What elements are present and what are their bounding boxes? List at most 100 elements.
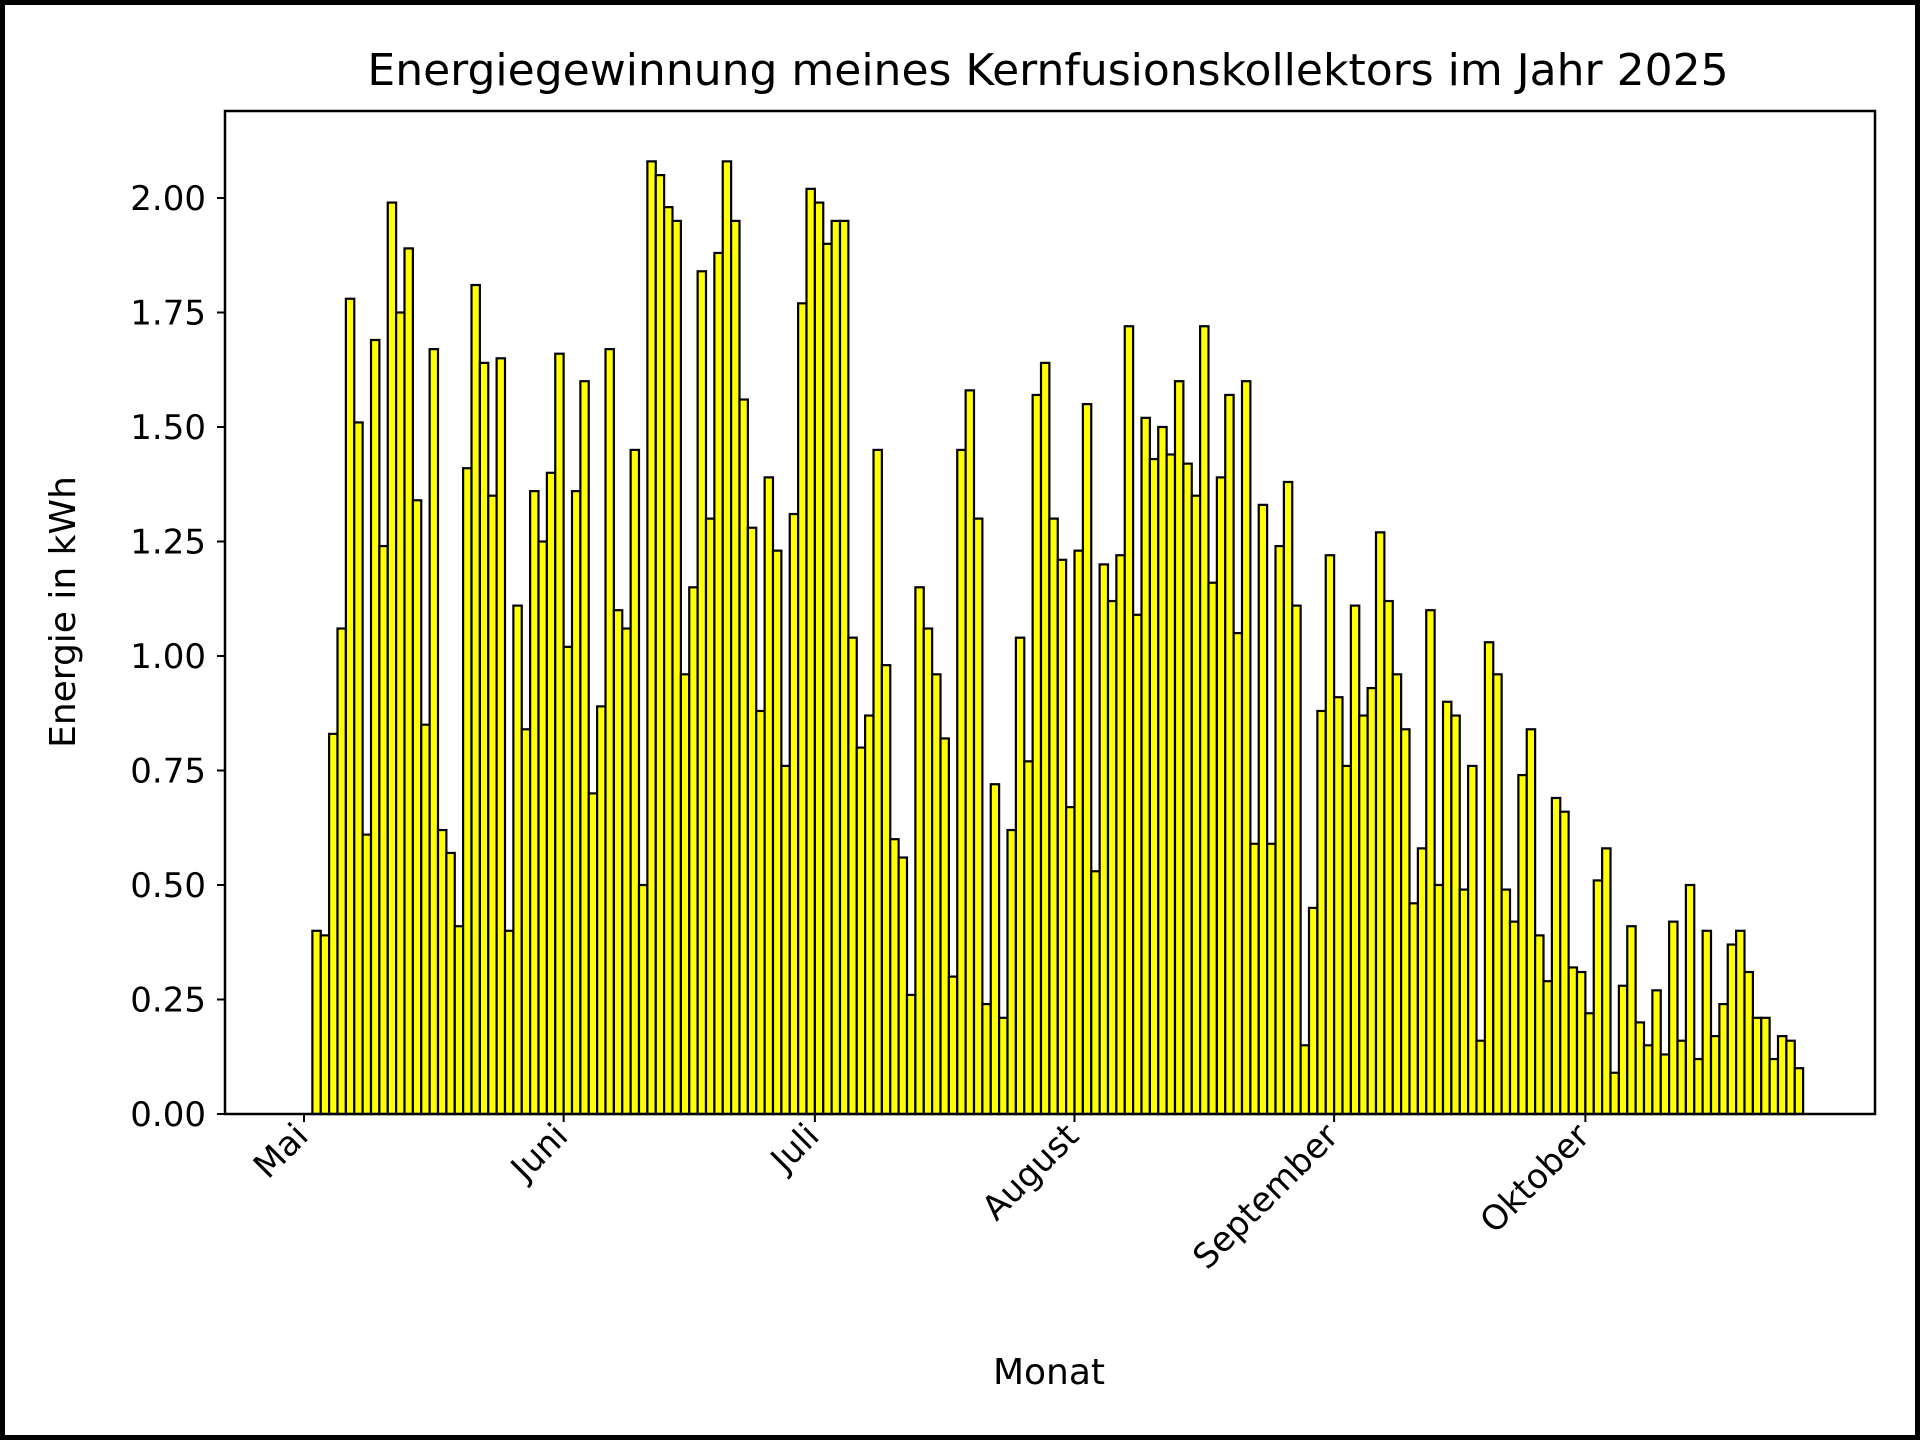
bar-2025-06-24 [755, 709, 766, 1116]
bar-2025-09-02 [1341, 764, 1352, 1116]
bar-2025-09-11 [1416, 847, 1428, 1116]
bar-2025-08-29 [1307, 906, 1319, 1116]
bar-2025-05-27 [520, 728, 532, 1116]
bar-2025-10-21 [1751, 1016, 1763, 1116]
x-tick-label: September [1185, 1116, 1346, 1277]
bar-2025-09-13 [1433, 883, 1445, 1116]
plot-frame [223, 109, 1877, 1116]
bar-2025-09-12 [1425, 609, 1436, 1116]
bar-2025-05-03 [319, 934, 331, 1116]
bar-2025-06-29 [797, 302, 808, 1116]
bar-2025-10-05 [1617, 984, 1629, 1116]
bar-2025-05-12 [395, 311, 406, 1116]
bar-2025-10-04 [1609, 1071, 1620, 1116]
bar-2025-06-28 [788, 512, 800, 1116]
y-axis-label: Energie in kWh [43, 476, 84, 748]
bar-2025-05-25 [503, 929, 515, 1116]
bar-2025-09-07 [1383, 599, 1394, 1116]
bar-2025-05-23 [487, 494, 498, 1116]
bar-2025-08-19 [1224, 393, 1235, 1116]
x-tick-label: Juni [502, 1116, 576, 1190]
bar-2025-10-26 [1793, 1067, 1805, 1116]
bar-2025-09-18 [1475, 1039, 1486, 1116]
bar-2025-09-09 [1400, 728, 1411, 1116]
bar-2025-06-05 [596, 705, 607, 1116]
bar-2025-07-03 [830, 219, 842, 1116]
bar-2025-10-23 [1768, 1057, 1780, 1116]
bar-2025-09-16 [1458, 888, 1470, 1116]
bar-2025-08-10 [1148, 457, 1160, 1116]
bar-2025-06-10 [637, 883, 649, 1116]
bar-2025-08-05 [1106, 599, 1118, 1116]
bar-2025-09-20 [1492, 673, 1503, 1116]
bar-2025-06-09 [629, 448, 641, 1116]
bar-2025-07-10 [889, 838, 900, 1116]
y-tick-label: 1.50 [130, 408, 206, 448]
bar-2025-09-25 [1534, 934, 1545, 1116]
bar-2025-07-16 [939, 737, 950, 1116]
bar-2025-07-09 [880, 664, 892, 1116]
bar-2025-10-07 [1634, 1021, 1646, 1116]
bar-2025-09-29 [1567, 966, 1579, 1116]
bar-2025-05-09 [369, 338, 381, 1116]
bar-2025-08-12 [1165, 453, 1177, 1116]
bar-2025-06-19 [713, 251, 724, 1116]
bar-2025-09-05 [1366, 686, 1378, 1116]
bar-2025-05-29 [537, 540, 548, 1116]
x-tick-label: August [974, 1116, 1086, 1228]
bar-2025-05-18 [445, 851, 456, 1116]
bar-2025-06-11 [646, 160, 657, 1116]
bar-2025-10-15 [1701, 929, 1713, 1116]
bar-2025-09-04 [1358, 714, 1369, 1116]
chart-title: Energiegewinnung meines Kernfusionskolle… [367, 45, 1728, 96]
bar-2025-08-31 [1324, 554, 1336, 1116]
bar-2025-06-08 [621, 627, 632, 1116]
bar-2025-05-30 [545, 471, 557, 1116]
bar-2025-08-22 [1249, 842, 1260, 1116]
bar-2025-07-30 [1056, 558, 1068, 1116]
x-tick-label: Juli [762, 1116, 827, 1181]
y-tick-label: 0.50 [130, 866, 206, 906]
bar-2025-05-16 [428, 348, 440, 1116]
bar-2025-06-26 [771, 549, 783, 1116]
bar-2025-07-01 [813, 201, 825, 1116]
bar-2025-05-04 [328, 732, 339, 1116]
bar-2025-08-16 [1199, 325, 1210, 1116]
bar-2025-10-22 [1760, 1016, 1771, 1116]
bar-2025-07-20 [972, 517, 984, 1116]
bar-2025-10-25 [1785, 1039, 1796, 1116]
bar-2025-10-03 [1601, 847, 1612, 1116]
bar-2025-10-10 [1659, 1053, 1671, 1116]
bar-2025-05-20 [462, 467, 473, 1116]
bar-2025-05-07 [353, 421, 364, 1116]
bar-2025-09-10 [1408, 902, 1419, 1116]
bar-2025-08-28 [1299, 1044, 1311, 1116]
bar-2025-08-30 [1316, 709, 1327, 1116]
bar-2025-06-23 [746, 526, 758, 1116]
bar-2025-06-14 [671, 219, 682, 1116]
bar-2025-08-18 [1215, 476, 1227, 1116]
bar-2025-05-02 [311, 929, 322, 1116]
bar-2025-07-02 [822, 242, 833, 1116]
bar-2025-05-22 [478, 361, 490, 1116]
bar-2025-07-28 [1039, 361, 1051, 1116]
bar-2025-07-08 [872, 448, 883, 1116]
bar-2025-05-06 [344, 297, 356, 1116]
bar-2025-08-14 [1182, 462, 1193, 1116]
bar-2025-07-14 [922, 627, 934, 1116]
bar-2025-07-26 [1023, 760, 1034, 1116]
bar-2025-10-02 [1592, 879, 1604, 1116]
bar-2025-07-06 [855, 746, 867, 1116]
bar-2025-08-26 [1282, 480, 1294, 1116]
bar-2025-10-13 [1684, 883, 1696, 1116]
bar-2025-08-13 [1173, 380, 1185, 1116]
bar-2025-05-08 [361, 833, 373, 1116]
y-tick-label: 1.75 [130, 294, 206, 334]
bar-2025-07-25 [1014, 636, 1026, 1116]
bar-2025-08-27 [1291, 604, 1302, 1116]
bar-2025-06-06 [604, 348, 615, 1116]
bar-2025-06-04 [587, 792, 599, 1116]
bar-2025-09-17 [1467, 764, 1478, 1116]
